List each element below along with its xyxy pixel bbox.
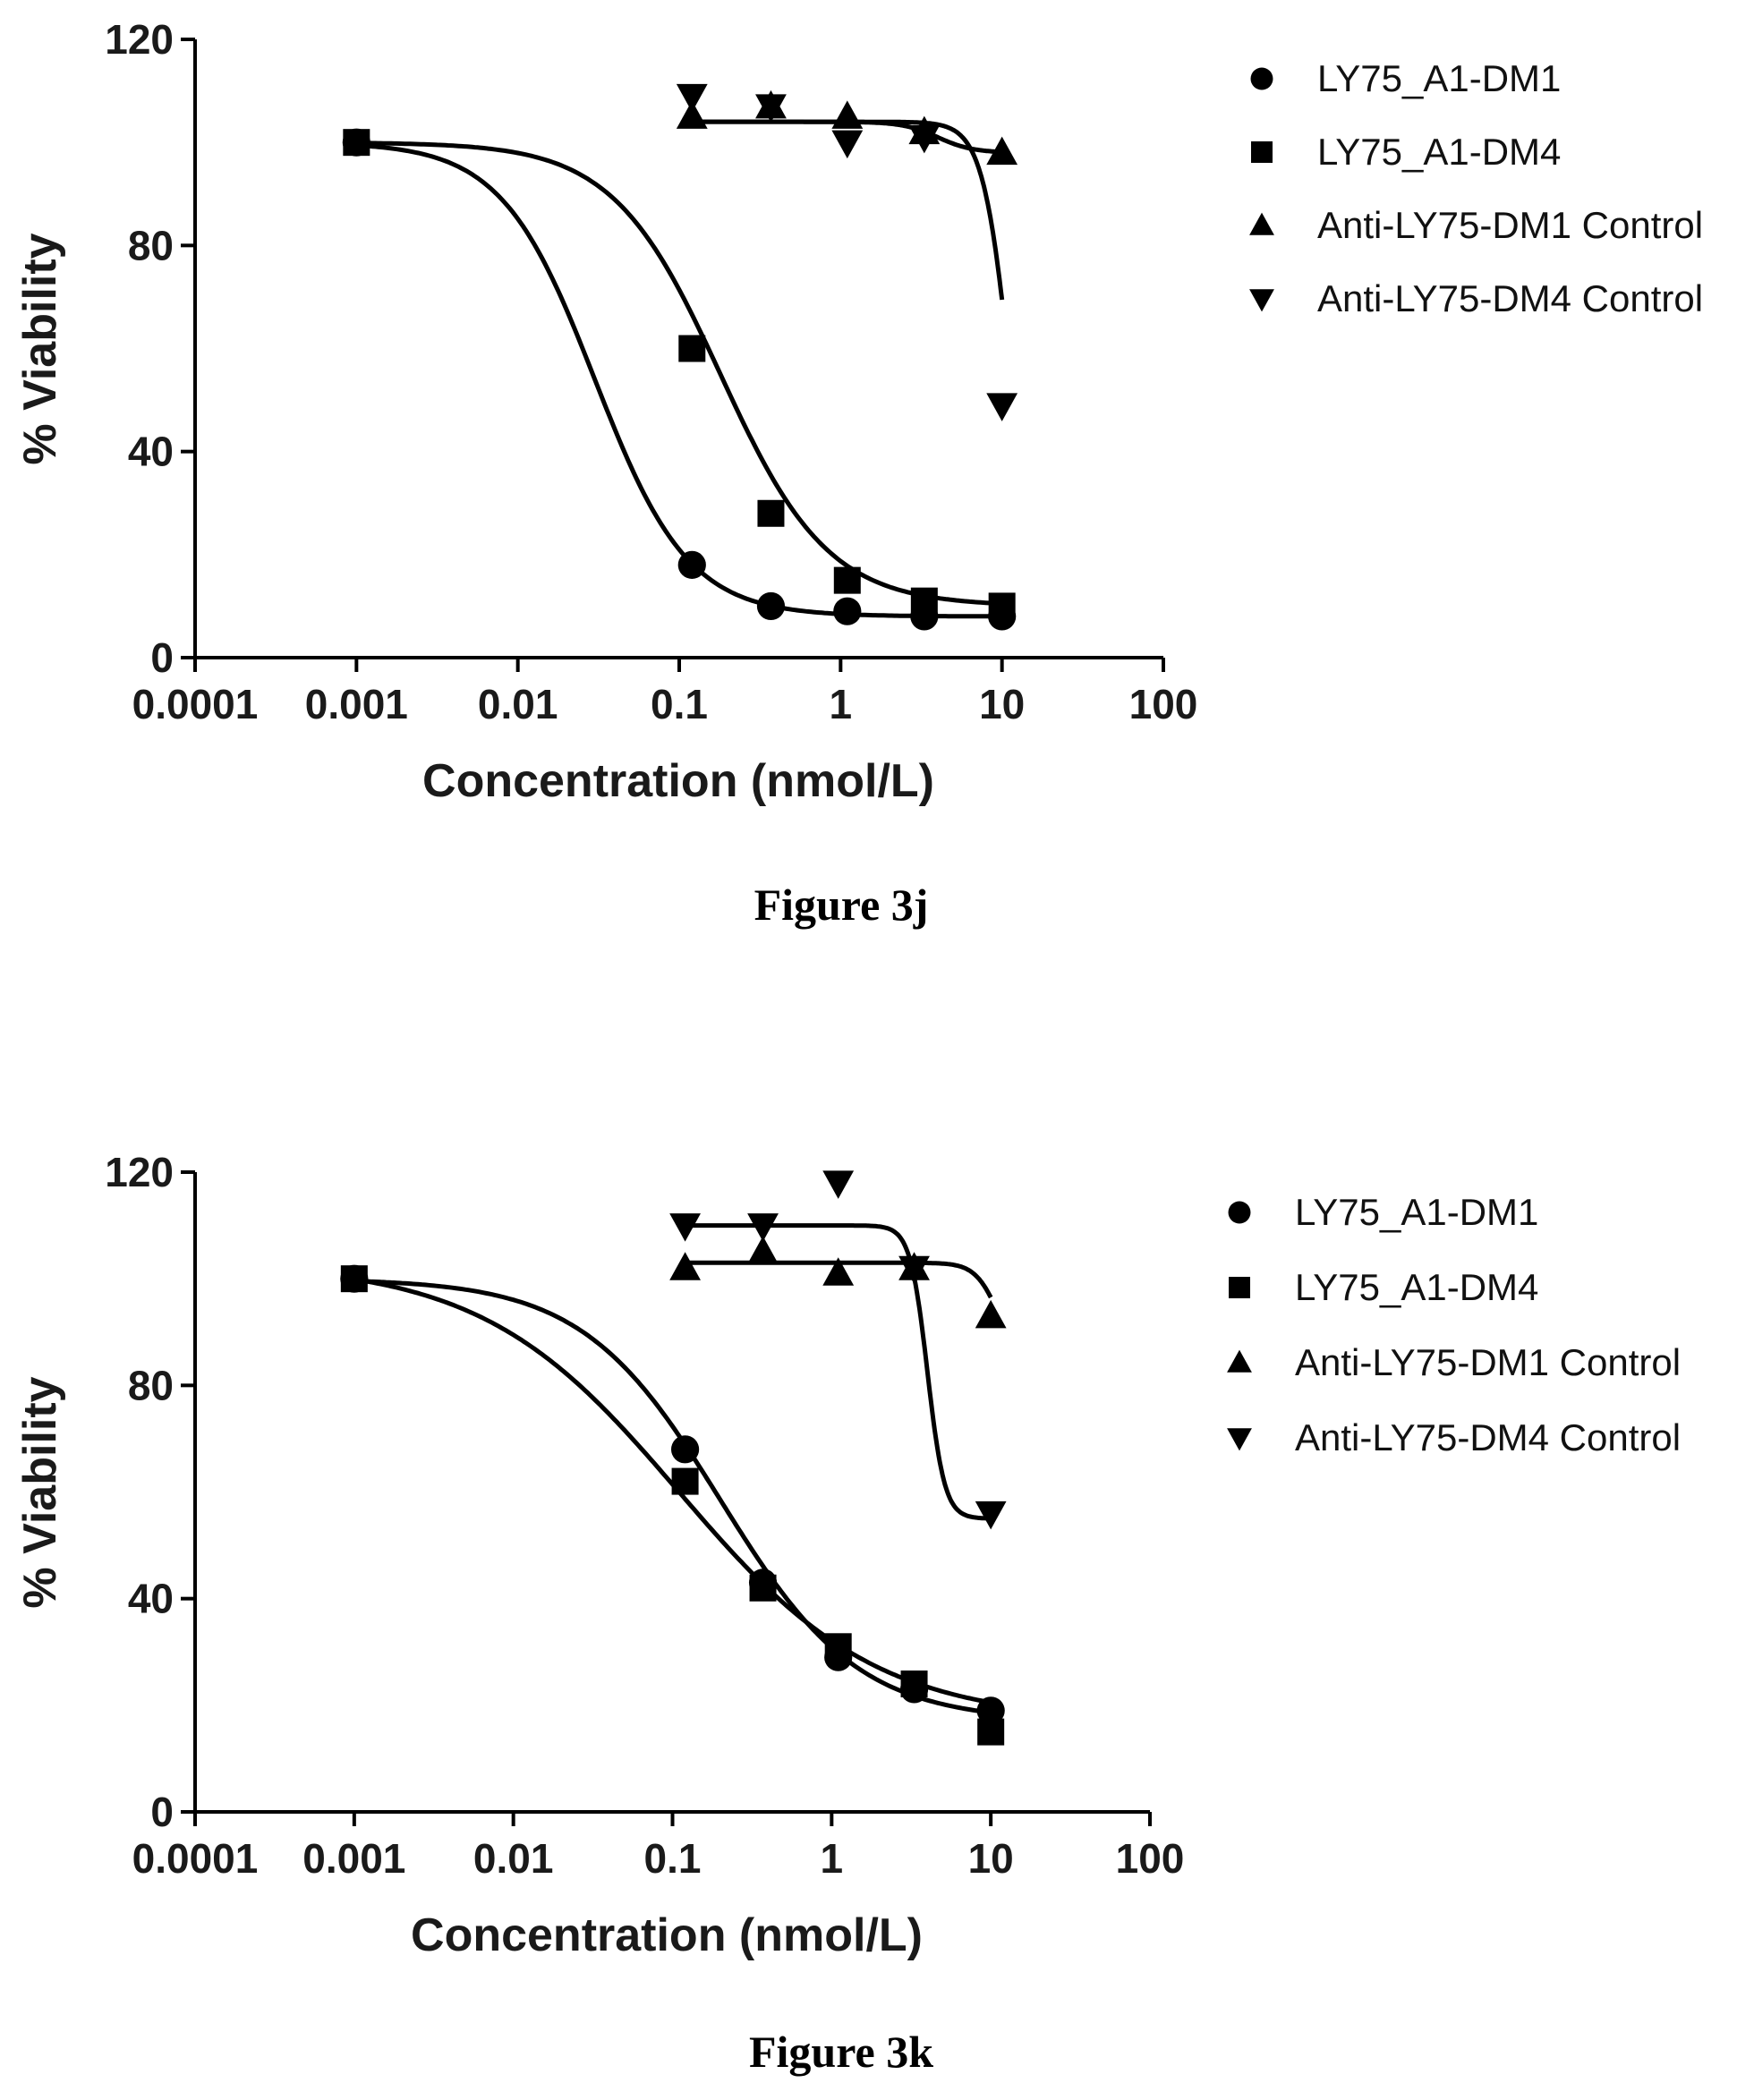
x-tick-label: 0.0001 [132,681,259,727]
data-point-anti-ly75-dm4-control [986,393,1018,421]
data-point-anti-ly75-dm4-control [676,83,708,113]
x-tick-label: 10 [979,681,1025,727]
data-point-ly75-a1-dm4 [988,592,1016,620]
chart-figure-3j: 0.0001 0.001 0.01 0.1 1 10 100 0 40 80 120 Concent… [14,16,1703,930]
x-tick-label: 10 [968,1835,1014,1882]
legend-label: LY75_A1-DM4 [1317,131,1561,173]
data-point-anti-ly75-dm1-control [669,1252,701,1280]
data-point-ly75-a1-dm4 [678,335,706,362]
legend-label: Anti-LY75-DM4 Control [1295,1416,1681,1458]
chart-figure-3k: 0.0001 0.001 0.01 0.1 1 10 100 0 40 80 120 Concent… [14,1149,1681,2077]
data-point-ly75-a1-dm1 [756,591,786,621]
x-tick-label: 1 [821,1835,844,1882]
y-axis-title: % Viability [14,233,66,464]
legend-label: LY75_A1-DM1 [1317,57,1561,99]
y-axis-title: % Viability [14,1376,66,1608]
fit-curves [353,1223,993,1715]
x-tick-label: 0.001 [305,681,408,727]
x-tick-label: 0.1 [644,1835,702,1882]
fit-curves [356,119,1005,619]
y-tick-label: 0 [150,634,174,681]
x-tick-label: 1 [830,681,853,727]
data-point-anti-ly75-dm4-control [822,1170,855,1199]
x-tick-label: 100 [1129,681,1198,727]
fit-curve-ly75-a1-dm1 [353,1279,992,1715]
data-point-anti-ly75-dm4-control [898,1255,930,1285]
x-axis-title: Concentration (nmol/L) [422,755,934,807]
legend-marker-anti-ly75-dm4-control [1227,1428,1252,1451]
data-point-ly75-a1-dm4 [833,566,861,594]
x-tick-label: 0.1 [651,681,708,727]
data-point-anti-ly75-dm1-control [747,1236,779,1264]
figure-caption: Figure 3j [754,880,929,930]
axis-ticks: 0.0001 0.001 0.01 0.1 1 10 100 0 40 80 120 [105,1149,1184,1882]
fit-curve-anti-ly75-dm4-control [685,1223,992,1521]
fit-curve-ly75-a1-dm1 [356,142,1002,619]
legend-marker-ly75-a1-dm4 [1251,141,1273,163]
legend-label: Anti-LY75-DM4 Control [1317,277,1703,319]
data-point-ly75-a1-dm1 [976,1696,1005,1725]
data-point-ly75-a1-dm4 [671,1467,699,1495]
y-tick-label: 40 [128,1576,174,1622]
fit-curve-ly75-a1-dm4 [356,140,1002,607]
data-points [342,83,1018,631]
data-points [340,1170,1007,1746]
data-point-ly75-a1-dm4 [900,1671,928,1697]
data-point-anti-ly75-dm4-control [975,1501,1007,1530]
y-tick-label: 80 [128,1362,174,1408]
figure-caption: Figure 3k [749,2027,933,2077]
y-tick-label: 120 [105,16,174,63]
y-tick-label: 120 [105,1149,174,1195]
data-point-ly75-a1-dm4 [343,129,370,157]
data-point-anti-ly75-dm1-control [831,100,864,129]
data-point-anti-ly75-dm1-control [676,100,708,129]
data-point-ly75-a1-dm4 [977,1718,1005,1746]
data-point-anti-ly75-dm4-control [669,1213,701,1242]
data-point-anti-ly75-dm4-control [747,1213,779,1242]
x-tick-label: 0.01 [473,1835,554,1882]
legend-marker-ly75-a1-dm1 [1228,1201,1251,1224]
axis-ticks: 0.0001 0.001 0.01 0.1 1 10 100 0 40 80 120 [105,16,1197,727]
legend-marker-ly75-a1-dm1 [1250,67,1273,90]
x-tick-label: 100 [1116,1835,1185,1882]
data-point-anti-ly75-dm1-control [986,136,1018,166]
data-point-anti-ly75-dm4-control [831,130,864,159]
data-point-ly75-a1-dm1 [833,597,862,625]
legend-label: Anti-LY75-DM1 Control [1317,204,1703,246]
legend-marker-ly75-a1-dm4 [1229,1277,1250,1298]
y-tick-label: 0 [150,1789,174,1835]
legend: LY75_A1-DM1 LY75_A1-DM4 Anti-LY75-DM1 Cont… [1227,1191,1681,1458]
legend-marker-anti-ly75-dm1-control [1227,1349,1252,1373]
data-point-ly75-a1-dm1 [677,550,706,579]
data-point-ly75-a1-dm4 [749,1574,777,1602]
legend-marker-anti-ly75-dm4-control [1249,289,1274,312]
legend: LY75_A1-DM1 LY75_A1-DM4 Anti-LY75-DM1 Cont… [1249,57,1703,319]
data-point-ly75-a1-dm4 [910,587,938,615]
x-tick-label: 0.0001 [132,1835,259,1882]
y-tick-label: 40 [128,429,174,475]
legend-label: LY75_A1-DM1 [1295,1191,1538,1233]
data-point-anti-ly75-dm4-control [908,124,941,154]
legend-label: Anti-LY75-DM1 Control [1295,1341,1681,1383]
legend-marker-anti-ly75-dm1-control [1249,212,1274,235]
x-tick-label: 0.01 [478,681,558,727]
data-point-anti-ly75-dm1-control [975,1299,1007,1329]
data-point-anti-ly75-dm1-control [822,1257,855,1286]
data-point-ly75-a1-dm4 [340,1265,368,1293]
legend-label: LY75_A1-DM4 [1295,1266,1538,1308]
data-point-ly75-a1-dm4 [757,499,785,527]
data-point-ly75-a1-dm4 [824,1633,852,1661]
y-tick-label: 80 [128,222,174,268]
data-point-ly75-a1-dm1 [670,1435,700,1464]
x-tick-label: 0.001 [302,1835,405,1882]
x-axis-title: Concentration (nmol/L) [411,1909,923,1961]
data-point-anti-ly75-dm4-control [755,94,787,123]
